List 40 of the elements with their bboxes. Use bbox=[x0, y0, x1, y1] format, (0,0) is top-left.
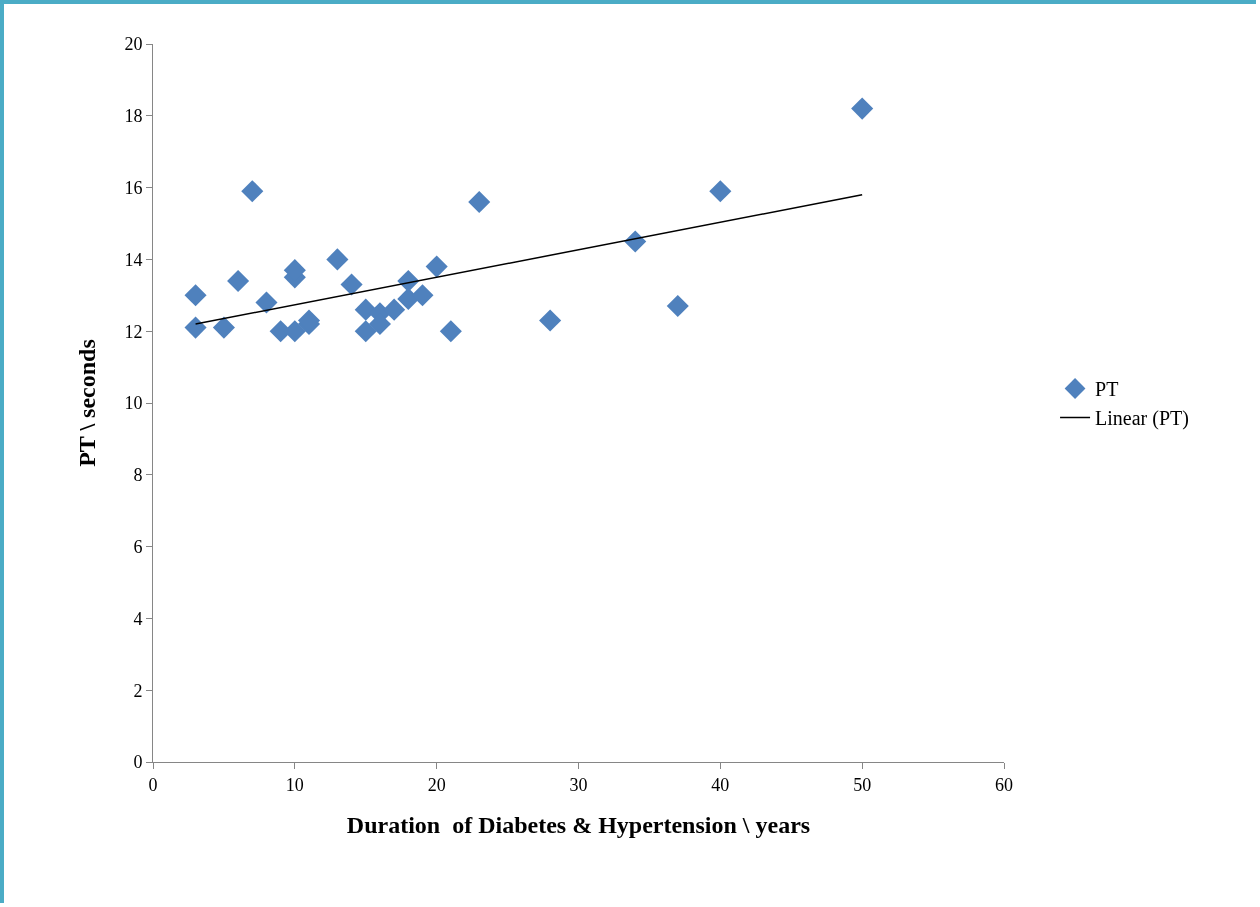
x-tick-label: 0 bbox=[148, 774, 158, 795]
point bbox=[354, 320, 377, 343]
point bbox=[383, 298, 406, 321]
point bbox=[666, 295, 689, 318]
x-tick-label: 40 bbox=[711, 774, 730, 795]
y-tick-label: 6 bbox=[133, 536, 143, 557]
point bbox=[326, 248, 349, 271]
legend-label: PT bbox=[1095, 378, 1119, 401]
point bbox=[468, 190, 491, 214]
point bbox=[184, 316, 207, 339]
y-tick-label: 14 bbox=[124, 249, 143, 270]
x-tick-label: 20 bbox=[427, 774, 446, 795]
x-tick-label: 10 bbox=[285, 774, 304, 795]
y-tick-label: 12 bbox=[124, 321, 143, 342]
point bbox=[439, 320, 462, 343]
x-tick-label: 50 bbox=[853, 774, 872, 795]
y-tick-label: 20 bbox=[124, 34, 143, 55]
y-axis-title: PT \ seconds bbox=[73, 339, 100, 467]
point bbox=[709, 180, 732, 203]
point bbox=[851, 97, 874, 120]
y-tick-label: 10 bbox=[124, 393, 143, 414]
point bbox=[227, 269, 250, 292]
x-tick-label: 30 bbox=[569, 774, 588, 795]
y-tick-label: 8 bbox=[133, 465, 143, 486]
y-tick-label: 16 bbox=[124, 177, 143, 198]
point bbox=[425, 255, 448, 278]
y-tick-label: 0 bbox=[133, 752, 143, 773]
x-tick-label: 60 bbox=[995, 774, 1013, 795]
point bbox=[255, 291, 278, 314]
point bbox=[184, 284, 207, 307]
point bbox=[411, 284, 434, 307]
legend-label: Linear (PT) bbox=[1095, 407, 1189, 431]
point bbox=[340, 273, 363, 296]
point bbox=[212, 316, 235, 339]
point bbox=[241, 180, 264, 203]
x-axis-title: Duration of Diabetes & Hypertension \ years bbox=[346, 811, 811, 838]
y-tick-label: 4 bbox=[133, 608, 143, 629]
y-tick-label: 2 bbox=[133, 680, 143, 701]
y-tick-label: 18 bbox=[124, 106, 143, 127]
point bbox=[539, 309, 562, 332]
